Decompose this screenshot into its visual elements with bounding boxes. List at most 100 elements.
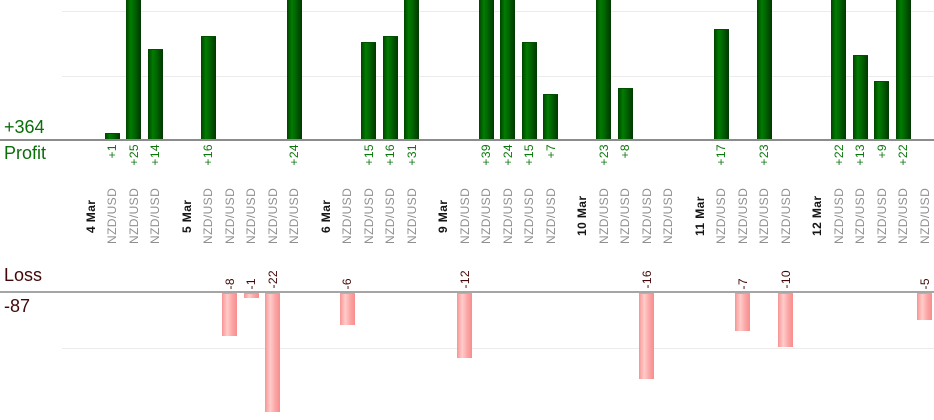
symbol-label: NZD/USD <box>661 187 676 245</box>
loss-bar <box>222 293 238 336</box>
profit-bar <box>596 0 612 140</box>
profit-bar <box>104 133 120 140</box>
symbol-label: NZD/USD <box>404 187 419 245</box>
profit-value-label: +22 <box>896 144 911 166</box>
profit-value-label: +23 <box>596 144 611 166</box>
symbol-label: NZD/USD <box>543 187 558 245</box>
profit-bar <box>478 0 494 140</box>
profit-bar <box>895 0 911 140</box>
symbol-label: NZD/USD <box>896 187 911 245</box>
profit-value-label: +7 <box>543 144 558 159</box>
profit-gridline-10 <box>62 76 934 77</box>
profit-value-label: +14 <box>148 144 163 166</box>
symbol-label: NZD/USD <box>618 187 633 245</box>
loss-value-label: -5 <box>917 277 932 289</box>
profit-axis-title: Profit <box>4 143 47 163</box>
symbol-label: NZD/USD <box>714 187 729 245</box>
profit-value-label: +23 <box>757 144 772 166</box>
profit-value-label: +31 <box>404 144 419 166</box>
loss-value-label: -16 <box>639 270 654 289</box>
profit-bar <box>361 42 377 140</box>
profit-plot-area <box>0 0 934 140</box>
loss-bar <box>457 293 473 358</box>
profit-bar <box>147 49 163 140</box>
profit-bar <box>874 81 890 140</box>
symbol-label: NZD/USD <box>874 187 889 245</box>
symbol-label: NZD/USD <box>917 187 932 245</box>
symbol-label: NZD/USD <box>361 187 376 245</box>
loss-value-label: -8 <box>222 277 237 289</box>
date-label: 12 Mar <box>810 195 825 237</box>
symbol-label: NZD/USD <box>201 187 216 245</box>
symbol-label: NZD/USD <box>735 187 750 245</box>
profit-value-label: +24 <box>500 144 515 166</box>
profit-value-label: +13 <box>853 144 868 166</box>
loss-value-label: -6 <box>340 277 355 289</box>
profit-axis-line <box>0 139 934 141</box>
loss-gridline-10 <box>62 348 934 349</box>
date-label: 10 Mar <box>575 195 590 237</box>
symbol-label: NZD/USD <box>340 187 355 245</box>
loss-value-label: -12 <box>457 270 472 289</box>
symbol-label: NZD/USD <box>287 187 302 245</box>
loss-plot-area <box>0 293 934 420</box>
loss-axis-line <box>0 291 934 293</box>
symbol-label: NZD/USD <box>222 187 237 245</box>
profit-value-label: +24 <box>287 144 302 166</box>
symbol-label: NZD/USD <box>639 187 654 245</box>
symbol-label: NZD/USD <box>148 187 163 245</box>
profit-value-label: +16 <box>201 144 216 166</box>
date-label: 5 Mar <box>179 199 194 233</box>
symbol-label: NZD/USD <box>596 187 611 245</box>
profit-bar <box>404 0 420 140</box>
symbol-label: NZD/USD <box>831 187 846 245</box>
profit-value-label: +9 <box>874 144 889 159</box>
loss-bar <box>778 293 794 347</box>
symbol-label: NZD/USD <box>479 187 494 245</box>
symbol-label: NZD/USD <box>778 187 793 245</box>
loss-total: -87 <box>4 296 31 316</box>
profit-value-label: +17 <box>714 144 729 166</box>
loss-value-label: -7 <box>735 277 750 289</box>
date-label: 4 Mar <box>83 199 98 233</box>
loss-axis-title: Loss <box>4 265 43 285</box>
profit-value-label: +15 <box>361 144 376 166</box>
profit-total: +364 <box>4 117 45 137</box>
profit-value-label: +39 <box>479 144 494 166</box>
profit-value-label: +25 <box>126 144 141 166</box>
loss-value-label: -22 <box>265 270 280 289</box>
date-label: 11 Mar <box>692 196 707 236</box>
profit-bar <box>756 0 772 140</box>
loss-bar <box>339 293 355 325</box>
profit-gridline-20 <box>62 11 934 12</box>
profit-value-label: +15 <box>522 144 537 166</box>
profit-bar <box>543 94 559 140</box>
profit-bar <box>617 88 633 140</box>
profit-value-label: +16 <box>383 144 398 166</box>
profit-bar <box>286 0 302 140</box>
loss-bar <box>639 293 655 379</box>
symbol-label: NZD/USD <box>265 187 280 245</box>
loss-bar <box>243 293 259 298</box>
date-label: 6 Mar <box>318 199 333 233</box>
profit-bar <box>852 55 868 140</box>
profit-bar <box>521 42 537 140</box>
profit-bar <box>713 29 729 140</box>
symbol-label: NZD/USD <box>105 187 120 245</box>
symbol-label: NZD/USD <box>244 187 259 245</box>
loss-bar <box>735 293 751 331</box>
symbol-label: NZD/USD <box>853 187 868 245</box>
profit-bar <box>200 36 216 140</box>
date-label: 9 Mar <box>436 199 451 233</box>
symbol-label: NZD/USD <box>757 187 772 245</box>
loss-value-label: -1 <box>244 277 259 289</box>
symbol-label: NZD/USD <box>383 187 398 245</box>
symbol-label: NZD/USD <box>522 187 537 245</box>
loss-value-label: -10 <box>778 270 793 289</box>
loss-bar <box>265 293 281 412</box>
profit-bar <box>831 0 847 140</box>
loss-bar <box>917 293 933 320</box>
symbol-label: NZD/USD <box>126 187 141 245</box>
symbol-label: NZD/USD <box>500 187 515 245</box>
